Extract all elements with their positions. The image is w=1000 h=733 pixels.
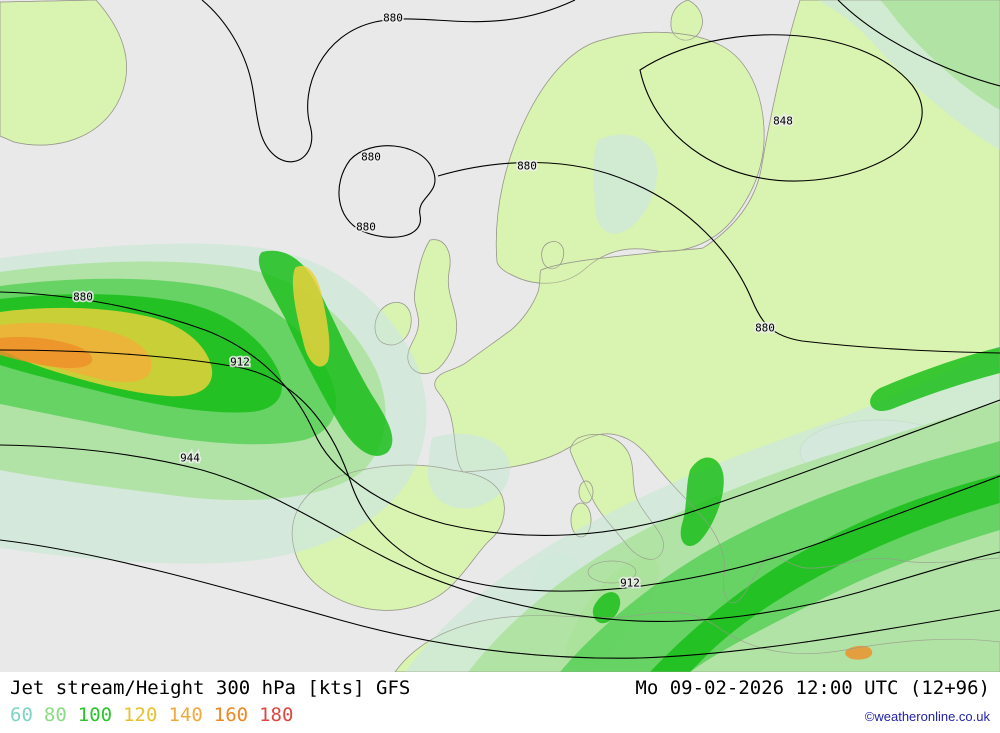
wind-speed-scale: 60 80 100 120 140 160 180 [10,704,304,726]
scale-value-120: 120 [123,704,158,726]
legend-row-scale: 60 80 100 120 140 160 180 ©weatheronline.co.uk [10,704,990,726]
scale-value-180: 180 [259,704,294,726]
legend-footer: Jet stream/Height 300 hPa [kts] GFS Mo 0… [0,672,1000,733]
contour-labels: 880 848 880 880 880 880 912 880 944 912 [71,10,794,592]
scale-value-60: 60 [10,704,33,726]
weather-map: 880 848 880 880 880 880 912 880 944 912 [0,0,1000,672]
contour-label: 880 [517,160,537,173]
contour-label: 880 [73,291,93,304]
scale-value-100: 100 [77,704,113,726]
copyright-link[interactable]: ©weatheronline.co.uk [864,709,990,724]
map-title: Jet stream/Height 300 hPa [kts] GFS [10,677,411,699]
legend-row-title: Jet stream/Height 300 hPa [kts] GFS Mo 0… [10,677,990,699]
contour-lines [0,0,1000,659]
map-datetime: Mo 09-02-2026 12:00 UTC (12+96) [635,677,990,699]
contour-label: 880 [383,12,403,25]
scale-value-140: 140 [168,704,203,726]
contour-label: 912 [620,577,640,590]
contour-label: 880 [361,151,381,164]
scale-value-80: 80 [43,704,67,726]
scale-value-160: 160 [213,704,249,726]
jet-stream-shading [0,0,1000,672]
contour-label: 912 [230,356,250,369]
contour-label: 880 [755,322,775,335]
contour-label: 880 [356,221,376,234]
map-svg: 880 848 880 880 880 880 912 880 944 912 [0,0,1000,672]
contour-label: 944 [180,452,200,465]
contour-label: 848 [773,115,793,128]
